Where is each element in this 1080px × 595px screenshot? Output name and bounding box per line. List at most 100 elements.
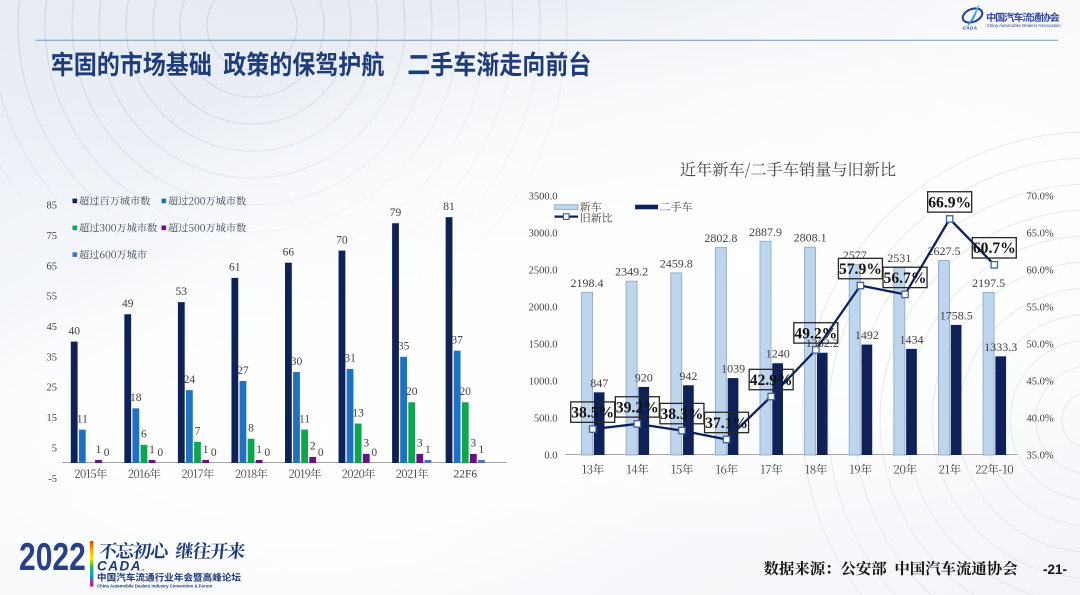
svg-text:1240: 1240 [766,347,790,361]
svg-text:37: 37 [451,335,463,347]
svg-text:35.0%: 35.0% [1027,451,1054,462]
svg-text:7: 7 [195,426,201,438]
svg-text:35: 35 [398,341,410,353]
svg-text:2500.0: 2500.0 [529,266,558,277]
svg-text:2198.4: 2198.4 [571,276,604,290]
svg-text:66: 66 [283,247,295,259]
svg-text:2022: 2022 [19,537,86,579]
svg-text:65.0%: 65.0% [1027,229,1054,240]
svg-text:920: 920 [635,370,653,384]
svg-text:60.7%: 60.7% [973,240,1016,257]
svg-text:2802.8: 2802.8 [704,231,737,245]
svg-text:3: 3 [470,438,476,450]
svg-text:1000.0: 1000.0 [529,377,558,388]
svg-text:49: 49 [122,298,134,310]
svg-text:2197.5: 2197.5 [972,276,1005,290]
svg-text:20: 20 [406,386,418,398]
svg-text:China Automobile Dealers Assoc: China Automobile Dealers Association [987,23,1062,28]
svg-text:85: 85 [47,201,58,212]
svg-text:8: 8 [248,423,254,435]
svg-text:2531: 2531 [887,251,911,265]
svg-text:2808.1: 2808.1 [794,231,827,245]
svg-text:1: 1 [256,444,262,456]
svg-text:40: 40 [68,325,80,337]
svg-text:65: 65 [47,261,58,272]
svg-text:1434: 1434 [900,332,924,346]
svg-text:1: 1 [479,444,485,456]
svg-text:0.0: 0.0 [544,451,557,462]
svg-text:75: 75 [47,231,58,242]
svg-text:18: 18 [130,392,142,404]
svg-text:1492: 1492 [855,328,879,342]
svg-text:500.0: 500.0 [534,414,558,425]
svg-text:0: 0 [104,447,110,459]
svg-text:81: 81 [443,201,455,213]
svg-text:847: 847 [590,376,608,390]
svg-text:39.2%: 39.2% [616,399,659,416]
svg-text:6: 6 [141,429,147,441]
svg-text:2349.2: 2349.2 [615,265,648,279]
svg-text:53: 53 [176,286,188,298]
svg-text:61: 61 [229,262,241,274]
svg-text:11: 11 [77,413,88,425]
svg-text:31: 31 [344,353,356,365]
svg-text:3000.0: 3000.0 [529,229,558,240]
svg-text:1: 1 [96,444,102,456]
svg-text:15: 15 [47,413,58,424]
svg-text:42.9%: 42.9% [750,372,793,389]
svg-text:45: 45 [47,322,58,333]
svg-text:25: 25 [47,383,58,394]
svg-text:49.2%: 49.2% [794,325,837,342]
svg-text:2000.0: 2000.0 [529,303,558,314]
svg-text:0: 0 [318,447,324,459]
svg-text:24: 24 [184,374,196,386]
svg-text:1333.3: 1333.3 [984,340,1017,354]
svg-text:1500.0: 1500.0 [529,340,558,351]
svg-text:40.0%: 40.0% [1027,414,1054,425]
svg-text:CADA: CADA [963,26,978,31]
svg-text:20: 20 [459,386,471,398]
svg-text:30: 30 [291,356,303,368]
svg-text:55.0%: 55.0% [1027,303,1054,314]
svg-text:1: 1 [425,444,431,456]
svg-text:2459.8: 2459.8 [660,257,693,271]
svg-text:38.5%: 38.5% [571,405,614,422]
svg-text:-5: -5 [48,474,57,485]
svg-text:27: 27 [237,365,249,377]
svg-text:CADA.: CADA. [97,559,146,574]
svg-text:79: 79 [390,207,402,219]
svg-text:942: 942 [679,369,697,383]
svg-text:55: 55 [47,292,58,303]
svg-text:3: 3 [417,438,423,450]
svg-text:35: 35 [47,352,58,363]
svg-text:1758.5: 1758.5 [940,308,973,322]
svg-text:0: 0 [264,447,270,459]
svg-text:57.9%: 57.9% [839,261,882,278]
svg-text:0: 0 [157,447,163,459]
svg-text:2: 2 [310,441,316,453]
svg-text:70.0%: 70.0% [1027,192,1054,203]
svg-text:3: 3 [363,438,369,450]
svg-text:0: 0 [371,447,377,459]
svg-text:60.0%: 60.0% [1027,266,1054,277]
svg-text:70: 70 [336,234,348,246]
svg-text:66.9%: 66.9% [928,194,971,211]
svg-text:0: 0 [211,447,217,459]
svg-text:37.1%: 37.1% [705,415,748,432]
svg-text:13: 13 [352,407,364,419]
svg-text:3500.0: 3500.0 [529,192,558,203]
svg-text:China Automobile Dealers Indus: China Automobile Dealers Industry Conven… [97,583,212,588]
svg-text:1039: 1039 [721,362,745,376]
svg-text:50.0%: 50.0% [1027,340,1054,351]
svg-text:22F6: 22F6 [453,469,477,481]
svg-text:2627.5: 2627.5 [928,244,961,258]
svg-text:38.3%: 38.3% [660,406,703,423]
svg-text:2577: 2577 [843,248,867,262]
svg-text:1: 1 [203,444,209,456]
svg-text:-21-: -21- [1043,562,1067,577]
svg-text:1: 1 [149,444,155,456]
svg-text:2887.9: 2887.9 [749,225,782,239]
svg-text:11: 11 [299,413,310,425]
svg-text:5: 5 [52,443,57,454]
svg-text:56.7%: 56.7% [884,270,927,287]
